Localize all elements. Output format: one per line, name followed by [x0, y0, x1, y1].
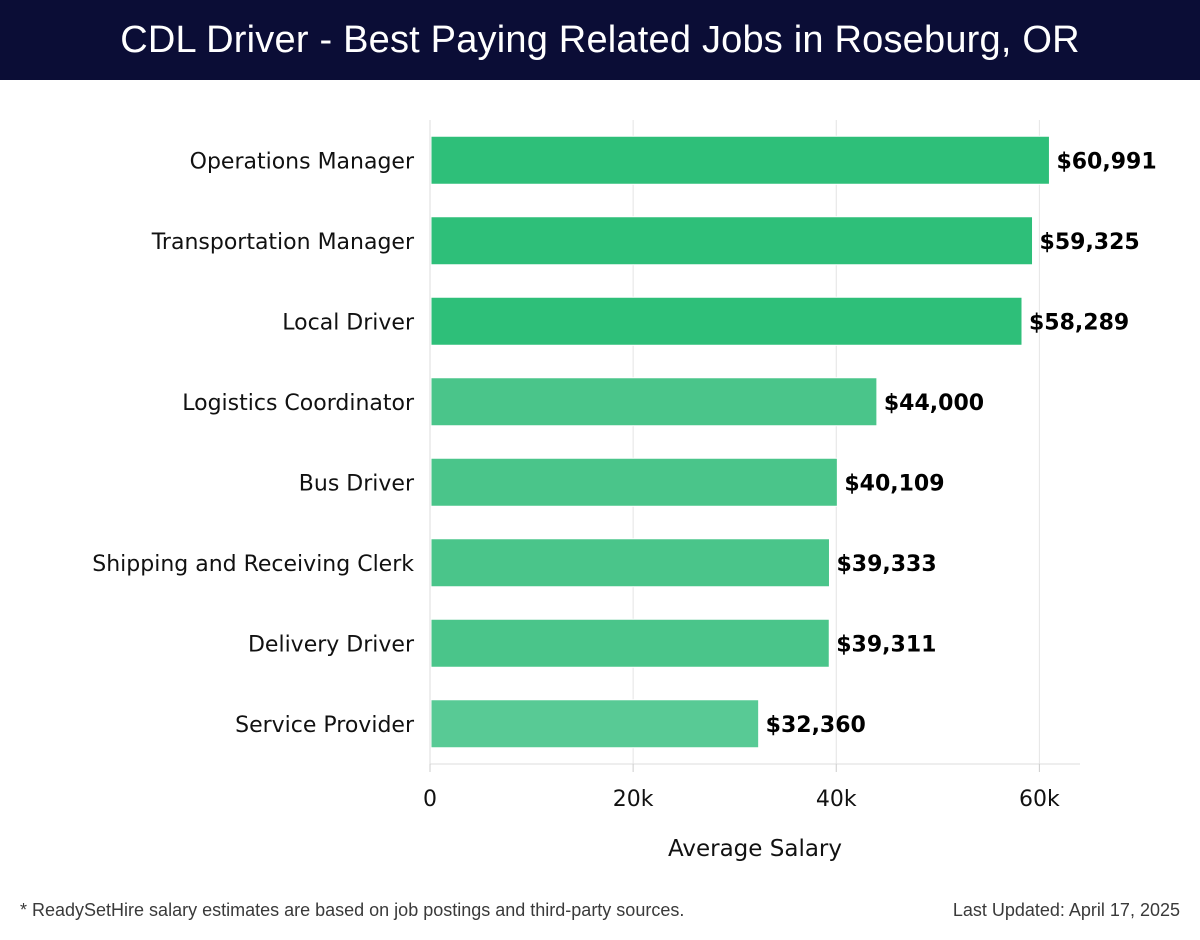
- bar-value-label: $44,000: [884, 391, 984, 416]
- bar-value-label: $32,360: [766, 713, 866, 738]
- x-tick-label: 60k: [1019, 787, 1060, 812]
- category-label: Bus Driver: [299, 471, 415, 496]
- last-updated: Last Updated: April 17, 2025: [952, 900, 1180, 920]
- x-tick-label: 20k: [613, 787, 654, 812]
- category-label: Local Driver: [282, 310, 415, 335]
- bar: [430, 377, 878, 427]
- bar: [430, 135, 1050, 185]
- bar-value-label: $58,289: [1029, 310, 1129, 335]
- chart-svg: 0 20k 40k 60k Average Salary Operations Manag…: [92, 120, 1157, 862]
- bar: [430, 457, 838, 507]
- bar: [430, 699, 760, 749]
- bar-value-label: $39,311: [836, 632, 936, 657]
- bar-value-label: $40,109: [844, 471, 944, 496]
- chart-header: CDL Driver - Best Paying Related Jobs in…: [0, 0, 1200, 80]
- x-tick-label: 0: [423, 787, 437, 812]
- salary-bar-chart: 0 20k 40k 60k Average Salary Operations Manag…: [0, 80, 1200, 890]
- category-label: Transportation Manager: [151, 230, 415, 255]
- category-label: Shipping and Receiving Clerk: [92, 552, 414, 577]
- bar-value-label: $39,333: [836, 552, 936, 577]
- x-axis-title: Average Salary: [668, 836, 842, 862]
- x-tick-label: 40k: [816, 787, 857, 812]
- footer-disclaimer: * ReadySetHire salary estimates are base…: [20, 900, 685, 920]
- bar: [430, 216, 1034, 266]
- bar-value-label: $60,991: [1056, 149, 1156, 174]
- bar-value-label: $59,325: [1040, 230, 1140, 255]
- category-label: Logistics Coordinator: [182, 391, 415, 416]
- bar: [430, 538, 830, 588]
- bar: [430, 618, 830, 668]
- category-label: Operations Manager: [190, 149, 415, 174]
- category-label: Delivery Driver: [248, 632, 415, 657]
- bar: [430, 296, 1023, 346]
- category-label: Service Provider: [235, 713, 415, 738]
- page-title: CDL Driver - Best Paying Related Jobs in…: [120, 18, 1080, 61]
